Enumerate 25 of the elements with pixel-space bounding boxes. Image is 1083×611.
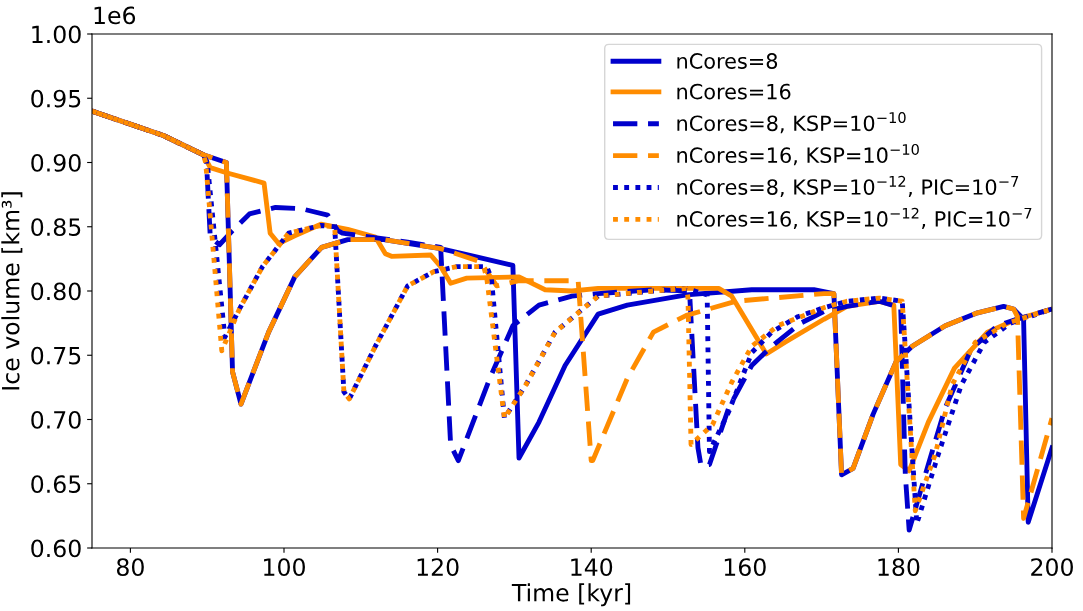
text: 1e6 [94,6,136,25]
legend-label: nCores=8 [677,53,778,69]
x-tick-label: 120 [417,558,459,576]
x-axis-title: Time [kyr] [511,583,631,607]
y-tick-label: 0.85 [31,218,81,237]
y-tick-label: 0.70 [31,410,81,429]
x-tick-label: 140 [571,558,613,576]
x-tick-label: 180 [878,558,920,576]
y-tick-label: 0.75 [31,346,81,365]
y-tick-label: 0.65 [31,475,81,494]
y-tick-label: 1.00 [32,25,81,44]
x-tick-label: 80 [116,558,144,576]
x-tick-label: 160 [724,558,766,576]
y-tick-label: 0.90 [31,153,81,172]
x-tick-label: 200 [1031,558,1073,576]
y-tick-label: 0.95 [31,89,81,108]
legend-label: nCores=16, KSP=10$^{−12}$, PIC=10$^{−7}$ [677,207,1032,229]
legend-label: nCores=16 [677,83,791,100]
y-tick-label: 0.80 [31,282,81,301]
y-axis-title: Ice volume [km³] [1,192,23,390]
x-tick-label: 100 [264,558,305,576]
legend-label: nCores=16, KSP=10$^{−10}$ [677,143,919,166]
legend-label: nCores=8, KSP=10$^{−10}$ [677,112,906,134]
y-tick-label: 0.60 [31,539,81,558]
legend-label: nCores=8, KSP=10$^{−12}$, PIC=10$^{−7}$ [677,175,1019,198]
